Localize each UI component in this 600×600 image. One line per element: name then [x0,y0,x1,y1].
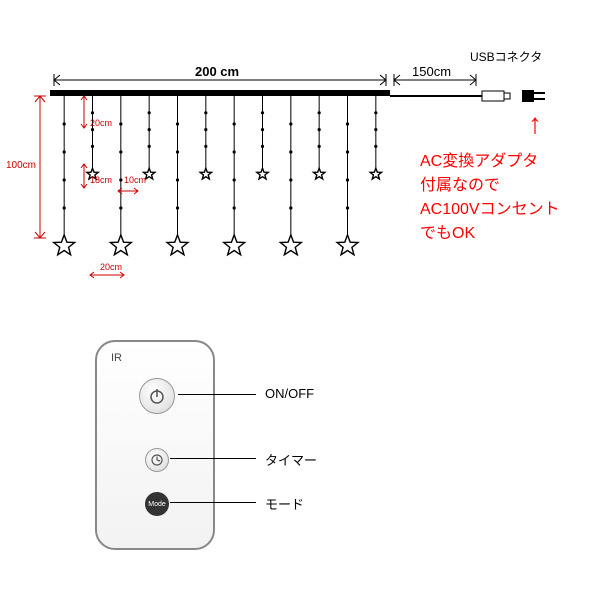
leader-line-mode [170,502,256,503]
cable-connector-diagram [390,90,560,110]
adapter-note-line1: AC変換アダプタ [420,150,590,174]
width-dimension-label: 200 cm [195,64,239,79]
usb-connector-label: USBコネクタ [470,48,542,65]
small-dim-top-arrow [78,94,90,130]
remote-timer-label: タイマー [265,450,317,469]
adapter-note-line4: でもOK [420,222,590,246]
adapter-note-line3: AC100Vコンセント [420,198,590,222]
height-dimension-label: 100cm [6,160,36,171]
remote-timer-button[interactable] [145,448,169,472]
remote-mode-button[interactable]: Mode [145,492,169,516]
up-arrow-icon: ↑ [528,108,542,140]
small-dim-bottom-arrow [88,270,126,280]
remote-mode-label: モード [265,494,304,513]
adapter-note-line2: 付属なので [420,174,590,198]
cable-dimension-label: 150cm [412,64,451,79]
small-dim-top-label: 20cm [90,118,112,128]
small-dim-mid-label: 18cm [90,175,112,185]
remote-control: IR Mode [95,340,215,550]
mode-button-text: Mode [148,501,166,508]
leader-line-timer [170,458,256,459]
remote-power-label: ON/OFF [265,386,314,401]
leader-line-power [178,394,256,395]
adapter-note: AC変換アダプタ 付属なので AC100Vコンセント でもOK [420,150,590,246]
power-icon [148,387,166,405]
small-dim-right-arrow [116,186,140,196]
remote-power-button[interactable] [139,378,175,414]
remote-ir-label: IR [111,352,122,364]
small-dim-mid-arrow [78,162,90,190]
timer-icon [150,453,164,467]
small-dim-right-label: 10cm [124,175,146,185]
